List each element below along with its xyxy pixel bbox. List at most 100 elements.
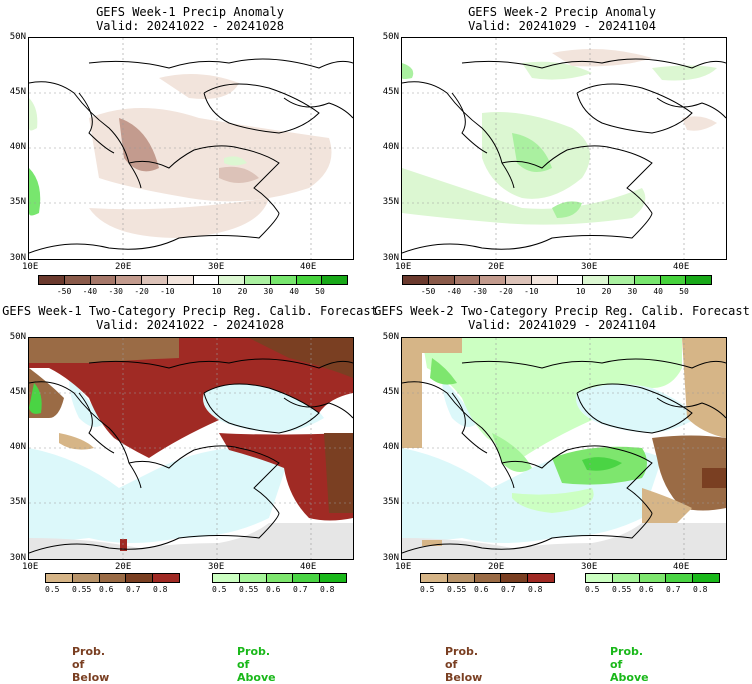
panel4-lon-20: 20E — [488, 562, 505, 572]
colorbar-tick-label: 0.8 — [528, 585, 543, 594]
panel3-title: GEFS Week-1 Two-Category Precip Reg. Cal… — [2, 304, 378, 318]
panel1-valid: Valid: 20241022 - 20241028 — [96, 19, 284, 33]
colorbar-swatch — [270, 276, 297, 284]
colorbar-tick-label: 40 — [653, 287, 663, 296]
panel4-lat-50: 50N — [382, 332, 399, 342]
colorbar-tick-label: 0.5 — [45, 585, 60, 594]
panel3-lon-30: 30E — [208, 562, 225, 572]
colorbar-swatch — [501, 574, 529, 582]
colorbar-swatch — [666, 574, 694, 582]
panel3-valid: Valid: 20241022 - 20241028 — [96, 318, 284, 332]
panel3-lat-45: 45N — [9, 387, 26, 397]
colorbar-tick-label: 0.7 — [501, 585, 516, 594]
colorbar-swatch — [126, 574, 154, 582]
panel4-lat-45: 45N — [382, 387, 399, 397]
colorbar-tick-label: 0.7 — [666, 585, 681, 594]
colorbar-swatch — [693, 574, 719, 582]
colorbar-swatch — [531, 276, 558, 284]
panel2-lon-20: 20E — [488, 262, 505, 272]
colorbar-swatch — [474, 574, 502, 582]
colorbar-swatch — [320, 574, 346, 582]
panel2-lon-30: 30E — [581, 262, 598, 272]
colorbar-tick-label: 30 — [627, 287, 638, 296]
panel4-map — [401, 337, 727, 560]
panel2-lat-40: 40N — [382, 142, 399, 152]
panel4-title: GEFS Week-2 Two-Category Precip Reg. Cal… — [374, 304, 750, 318]
colorbar-swatch — [322, 276, 347, 284]
panel3-lat-50: 50N — [9, 332, 26, 342]
colorbar-tick-label: 0.5 — [420, 585, 435, 594]
colorbar-tick-label: 0.5 — [212, 585, 227, 594]
colorbar-tick-label: 0.7 — [293, 585, 308, 594]
colorbar-tick-label: -40 — [82, 287, 98, 296]
colorbar-tick-label: 20 — [601, 287, 612, 296]
anomaly-map-svg — [402, 38, 726, 259]
panel4-lat-40: 40N — [382, 442, 399, 452]
panel3-map — [28, 337, 354, 560]
colorbar-tick-label: 10 — [211, 287, 222, 296]
panel1-title: GEFS Week-1 Precip Anomaly — [96, 5, 284, 19]
panel3-lon-40: 40E — [300, 562, 317, 572]
panel4-lon-40: 40E — [673, 562, 690, 572]
colorbar-tick-label: -20 — [134, 287, 149, 296]
panel1-lat-50: 50N — [9, 32, 26, 42]
colorbar-tick-label: 10 — [575, 287, 586, 296]
panel1-lat-40: 40N — [9, 142, 26, 152]
colorbar-tick-label: 0.55 — [72, 585, 92, 594]
panel3-lon-10: 10E — [22, 562, 39, 572]
colorbar-tick-label: 0.7 — [126, 585, 141, 594]
panel4-lat-35: 35N — [382, 497, 399, 507]
colorbar-swatch — [296, 276, 323, 284]
panel2-lat-35: 35N — [382, 197, 399, 207]
colorbar-swatch — [90, 276, 117, 284]
colorbar-swatch — [266, 574, 294, 582]
colorbar-tick-label: -10 — [524, 287, 539, 296]
panel2-lat-50: 50N — [382, 32, 399, 42]
panel1-map — [28, 37, 354, 260]
panel2-valid: Valid: 20241029 - 20241104 — [468, 19, 656, 33]
panel1-lon-30: 30E — [208, 262, 225, 272]
panel4-above-colorbar — [585, 573, 720, 583]
panel2-title: GEFS Week-2 Precip Anomaly — [468, 5, 656, 19]
panel2-lat-45: 45N — [382, 87, 399, 97]
colorbar-tick-label: 50 — [679, 287, 689, 296]
colorbar-tick-label: 0.5 — [585, 585, 600, 594]
colorbar-tick-label: 40 — [289, 287, 299, 296]
colorbar-tick-label: 0.55 — [447, 585, 467, 594]
colorbar-swatch — [686, 276, 711, 284]
panel3-below-colorbar — [45, 573, 180, 583]
anomaly-map-svg — [29, 38, 353, 259]
panel3-below-label: Prob. of Below — [72, 645, 110, 684]
panel3-lon-20: 20E — [115, 562, 132, 572]
colorbar-tick-label: -20 — [498, 287, 513, 296]
colorbar-swatch — [634, 276, 661, 284]
colorbar-swatch — [639, 574, 667, 582]
colorbar-tick-label: 0.8 — [320, 585, 335, 594]
colorbar-tick-label: 50 — [315, 287, 325, 296]
colorbar-swatch — [293, 574, 321, 582]
colorbar-tick-label: 0.6 — [266, 585, 281, 594]
probability-map-svg — [29, 338, 353, 559]
colorbar-swatch — [428, 276, 455, 284]
colorbar-swatch — [99, 574, 127, 582]
panel3-above-colorbar — [212, 573, 347, 583]
colorbar-tick-label: 0.8 — [153, 585, 168, 594]
colorbar-tick-label: 0.8 — [693, 585, 708, 594]
colorbar-swatch — [72, 574, 100, 582]
panel1-lon-20: 20E — [115, 262, 132, 272]
panel4-below-colorbar — [420, 573, 555, 583]
colorbar-swatch — [142, 276, 168, 284]
panel4-lon-10: 10E — [395, 562, 412, 572]
colorbar-swatch — [557, 276, 584, 284]
colorbar-swatch — [586, 574, 613, 582]
colorbar-swatch — [167, 276, 194, 284]
colorbar-swatch — [583, 276, 609, 284]
colorbar-tick-label: 0.6 — [99, 585, 114, 594]
colorbar-swatch — [447, 574, 475, 582]
colorbar-tick-label: -30 — [472, 287, 487, 296]
panel1-lon-40: 40E — [300, 262, 317, 272]
panel1-lat-30: 30N — [9, 253, 26, 263]
panel2-lon-40: 40E — [673, 262, 690, 272]
colorbar-swatch — [660, 276, 687, 284]
colorbar-swatch — [612, 574, 640, 582]
